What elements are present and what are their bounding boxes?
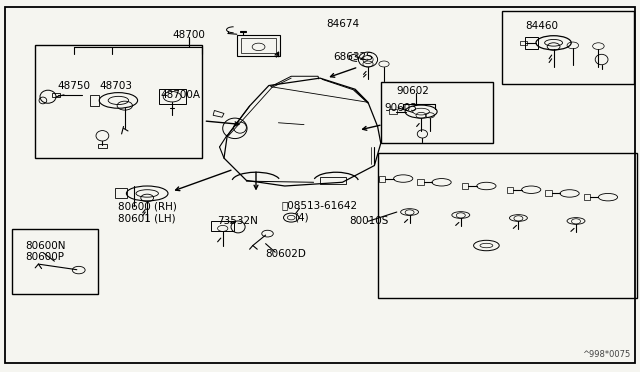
Text: 80600 (RH): 80600 (RH) bbox=[118, 202, 177, 211]
Bar bbox=[379, 176, 385, 182]
Text: 90603: 90603 bbox=[384, 103, 417, 113]
Bar bbox=[378, 153, 637, 298]
Bar bbox=[389, 109, 397, 114]
Text: 68632S: 68632S bbox=[333, 52, 372, 61]
Text: 48703: 48703 bbox=[99, 81, 132, 90]
Bar bbox=[417, 179, 424, 185]
Text: 48700: 48700 bbox=[173, 31, 205, 40]
Bar bbox=[320, 177, 346, 184]
Text: 80601 (LH): 80601 (LH) bbox=[118, 214, 176, 223]
Bar bbox=[237, 35, 280, 56]
Text: (4): (4) bbox=[294, 213, 309, 222]
Text: Ⓢ08513-61642: Ⓢ08513-61642 bbox=[282, 201, 358, 210]
Text: 73532N: 73532N bbox=[218, 217, 259, 226]
Text: 80600P: 80600P bbox=[26, 252, 65, 262]
Bar bbox=[502, 11, 634, 84]
Bar bbox=[584, 194, 590, 200]
Bar bbox=[12, 229, 98, 294]
Text: 80010S: 80010S bbox=[349, 217, 388, 226]
Text: 90602: 90602 bbox=[397, 86, 429, 96]
Text: 84460: 84460 bbox=[525, 21, 558, 31]
Bar bbox=[35, 45, 202, 158]
Text: ^998*0075: ^998*0075 bbox=[582, 350, 630, 359]
Text: 48750: 48750 bbox=[58, 81, 91, 90]
Bar bbox=[381, 82, 493, 143]
Bar bbox=[98, 144, 107, 148]
Bar bbox=[545, 190, 552, 196]
Text: 80600N: 80600N bbox=[26, 241, 66, 250]
Bar bbox=[241, 38, 276, 53]
Bar bbox=[507, 187, 513, 193]
Bar bbox=[462, 183, 468, 189]
Text: 48700A: 48700A bbox=[160, 90, 200, 100]
Text: 80602D: 80602D bbox=[266, 249, 307, 259]
Text: 84674: 84674 bbox=[326, 19, 360, 29]
Bar bbox=[52, 93, 60, 97]
Bar bbox=[520, 41, 527, 45]
